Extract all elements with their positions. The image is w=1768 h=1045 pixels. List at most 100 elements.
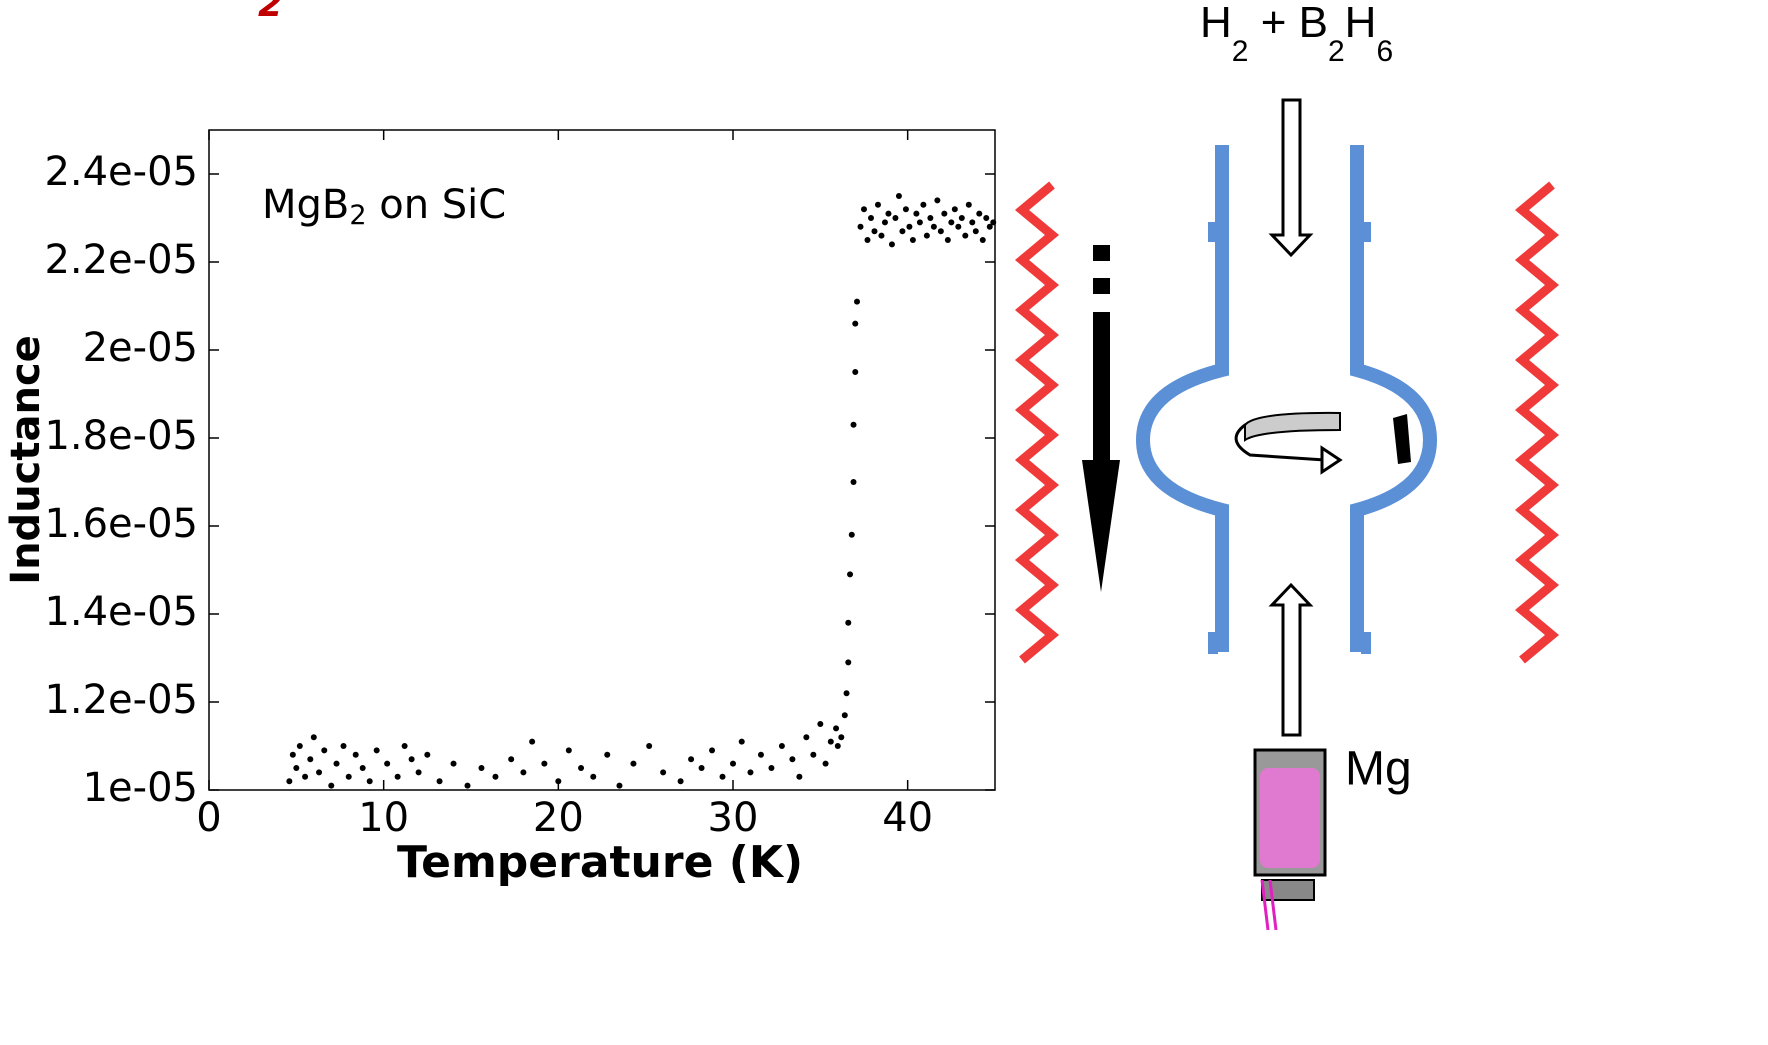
data-point <box>286 778 293 785</box>
data-point <box>916 219 923 226</box>
data-point <box>660 769 667 776</box>
x-tick-label: 30 <box>708 795 759 841</box>
data-point <box>302 773 309 780</box>
data-point <box>565 747 572 754</box>
data-point <box>450 760 457 767</box>
data-point <box>895 193 902 199</box>
data-point <box>333 760 340 767</box>
data-point <box>316 769 323 776</box>
data-point <box>394 773 401 780</box>
data-point <box>296 743 303 749</box>
data-point <box>944 237 951 243</box>
data-point <box>881 219 888 226</box>
data-point <box>677 778 684 785</box>
data-point <box>976 210 983 217</box>
gas-subscript: 6 <box>1376 35 1393 68</box>
substrate-holder <box>1244 411 1341 442</box>
data-point <box>822 760 829 767</box>
data-point <box>937 228 944 235</box>
x-tick-label: 40 <box>882 795 933 841</box>
arrow-dash <box>1093 245 1110 261</box>
annotation-text: MgB <box>262 182 349 228</box>
data-point <box>913 210 920 217</box>
data-point <box>289 751 296 758</box>
data-point <box>834 743 841 749</box>
data-point <box>508 756 515 763</box>
data-point <box>923 232 930 239</box>
data-point <box>941 210 948 217</box>
data-point <box>906 223 913 230</box>
data-point <box>340 743 347 749</box>
data-point <box>861 206 867 213</box>
gas-subscript: 2 <box>1232 35 1249 68</box>
data-point <box>810 751 817 758</box>
flow-arrow <box>1082 312 1120 592</box>
data-point <box>838 734 845 741</box>
gas-text: H <box>1200 0 1232 47</box>
heater <box>1514 181 1560 664</box>
data-point <box>878 232 885 239</box>
data-point <box>307 756 314 763</box>
data-point <box>969 219 976 226</box>
vessel-right <box>1350 145 1438 652</box>
data-point <box>310 734 317 741</box>
data-point <box>578 765 585 771</box>
flange <box>1361 222 1371 242</box>
data-point <box>990 219 997 226</box>
data-point <box>321 747 328 754</box>
data-point <box>817 721 824 727</box>
data-point <box>888 241 895 248</box>
data-point <box>520 769 527 776</box>
plot-frame <box>208 129 996 791</box>
data-point <box>847 571 854 578</box>
data-point <box>408 756 415 763</box>
data-point <box>730 760 736 767</box>
data-point <box>359 765 366 771</box>
data-point <box>768 765 775 771</box>
data-point <box>328 782 335 789</box>
data-point <box>852 320 859 327</box>
data-point <box>796 773 803 780</box>
data-point <box>555 778 562 785</box>
flange <box>1208 632 1218 654</box>
data-point <box>833 725 840 732</box>
heater-coil <box>1260 768 1320 868</box>
data-point <box>401 743 408 749</box>
data-point <box>874 201 881 208</box>
y-tick-label: 1.2e-05 <box>44 677 198 723</box>
y-tick-label: 1.8e-05 <box>44 413 198 459</box>
data-point <box>972 228 979 235</box>
annotation-text: on SiC <box>367 182 507 228</box>
data-point <box>885 210 892 217</box>
data-point <box>927 215 934 221</box>
data-point <box>373 747 380 754</box>
data-point <box>848 531 855 538</box>
data-point <box>948 219 955 226</box>
vapor-arrow <box>1268 582 1314 737</box>
x-tick-label: 20 <box>533 795 584 841</box>
gas-text: H <box>1345 0 1377 47</box>
substrate <box>1393 414 1411 464</box>
data-point <box>293 765 300 771</box>
y-axis-label: Inductance <box>3 335 49 585</box>
data-point <box>871 228 878 235</box>
data-point <box>352 751 359 758</box>
data-point <box>909 237 916 243</box>
data-point <box>384 760 391 767</box>
data-point <box>709 747 716 754</box>
data-point <box>850 479 857 485</box>
data-point <box>902 206 909 213</box>
data-point <box>845 619 852 626</box>
data-point <box>478 765 485 771</box>
header-fragment: 2 <box>258 0 283 25</box>
data-point <box>436 778 443 785</box>
data-point <box>604 751 611 758</box>
heater-wires <box>1260 879 1278 931</box>
arrow-dash <box>1093 278 1110 294</box>
data-point <box>424 751 431 758</box>
gas-arrow <box>1268 98 1314 258</box>
annotation-subscript: 2 <box>349 200 366 231</box>
data-point <box>892 215 899 221</box>
data-point <box>464 782 471 789</box>
